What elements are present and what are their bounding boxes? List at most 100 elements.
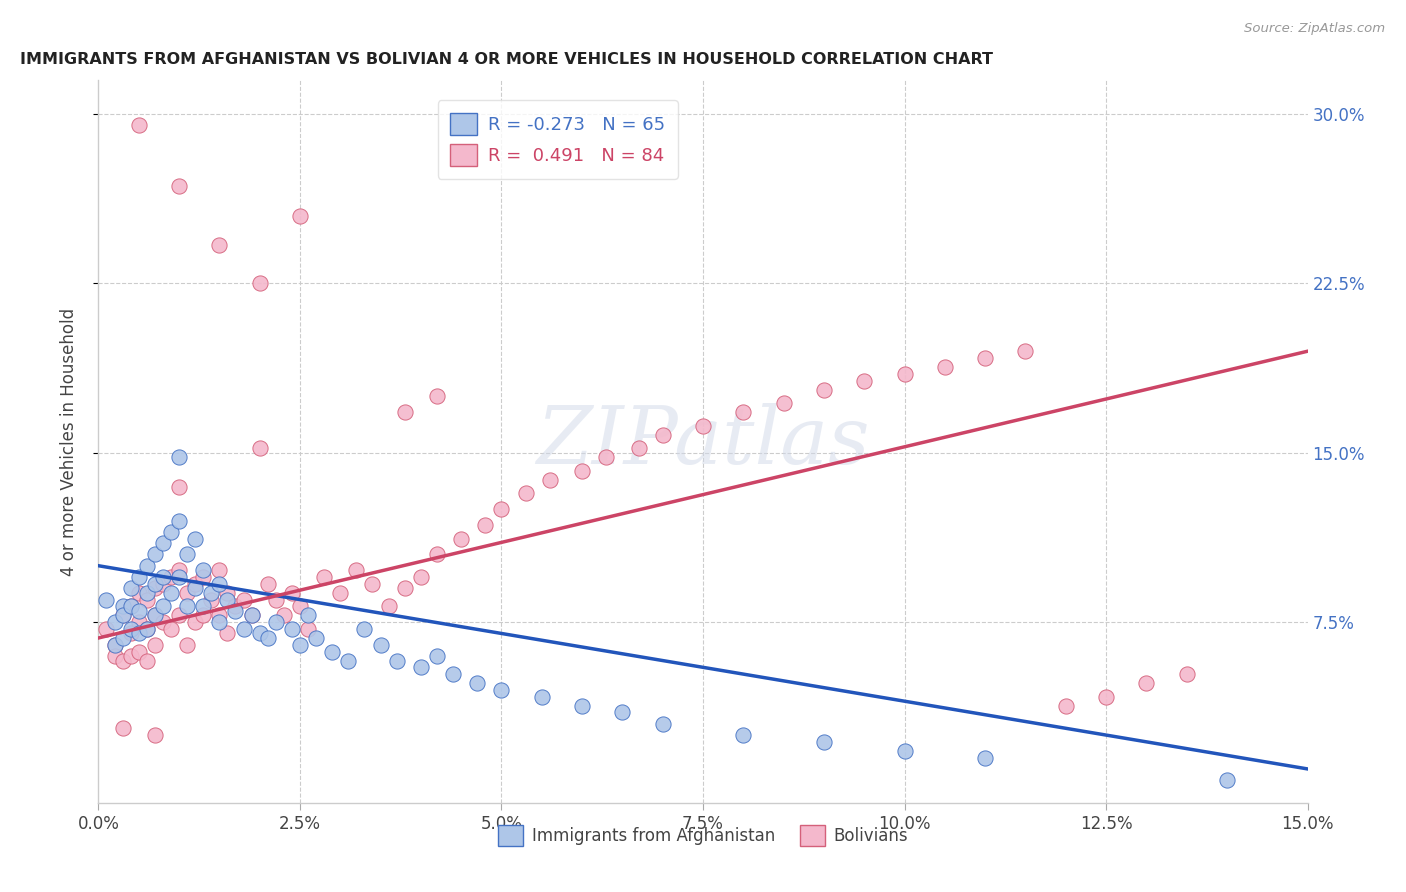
Point xyxy=(281,586,304,600)
Text: ZIPatlas: ZIPatlas xyxy=(536,403,870,480)
Point xyxy=(426,648,449,663)
Point xyxy=(184,576,207,591)
Point xyxy=(240,608,263,623)
Point xyxy=(692,418,714,433)
Point xyxy=(167,480,190,494)
Point xyxy=(184,532,207,546)
Point xyxy=(1216,773,1239,788)
Text: IMMIGRANTS FROM AFGHANISTAN VS BOLIVIAN 4 OR MORE VEHICLES IN HOUSEHOLD CORRELAT: IMMIGRANTS FROM AFGHANISTAN VS BOLIVIAN … xyxy=(20,52,993,67)
Point xyxy=(813,735,835,749)
Point xyxy=(249,442,271,456)
Point xyxy=(595,450,617,465)
Point xyxy=(167,514,190,528)
Point xyxy=(167,450,190,465)
Point xyxy=(426,389,449,403)
Point xyxy=(120,582,142,596)
Point xyxy=(1014,344,1036,359)
Point xyxy=(193,570,215,584)
Point xyxy=(135,592,157,607)
Point xyxy=(193,608,215,623)
Point xyxy=(167,608,190,623)
Point xyxy=(1054,698,1077,713)
Point xyxy=(160,586,183,600)
Point xyxy=(176,586,198,600)
Point xyxy=(120,599,142,614)
Point xyxy=(208,615,231,630)
Point xyxy=(208,563,231,577)
Point xyxy=(893,367,915,381)
Point xyxy=(152,599,174,614)
Point xyxy=(409,660,432,674)
Point xyxy=(160,524,183,539)
Point xyxy=(111,599,134,614)
Point xyxy=(651,427,673,442)
Point xyxy=(974,351,997,365)
Point xyxy=(200,592,222,607)
Point xyxy=(288,209,311,223)
Point xyxy=(249,626,271,640)
Point xyxy=(193,563,215,577)
Point xyxy=(474,518,496,533)
Point xyxy=(321,644,343,658)
Point xyxy=(193,599,215,614)
Point xyxy=(530,690,553,704)
Point xyxy=(120,599,142,614)
Point xyxy=(143,582,166,596)
Point xyxy=(167,570,190,584)
Point xyxy=(103,638,125,652)
Point xyxy=(143,728,166,742)
Point xyxy=(441,667,464,681)
Point xyxy=(515,486,537,500)
Point xyxy=(974,750,997,764)
Point xyxy=(143,608,166,623)
Point xyxy=(314,570,336,584)
Point xyxy=(491,502,513,516)
Point xyxy=(1095,690,1118,704)
Point xyxy=(120,626,142,640)
Point xyxy=(450,532,472,546)
Point xyxy=(385,654,408,668)
Point xyxy=(394,582,416,596)
Point xyxy=(651,716,673,731)
Point xyxy=(465,676,488,690)
Point xyxy=(571,464,593,478)
Point xyxy=(772,396,794,410)
Point xyxy=(256,576,278,591)
Point xyxy=(200,586,222,600)
Point xyxy=(103,648,125,663)
Point xyxy=(111,631,134,645)
Point xyxy=(128,586,150,600)
Point xyxy=(297,608,319,623)
Point xyxy=(176,638,198,652)
Point xyxy=(135,622,157,636)
Point xyxy=(361,576,384,591)
Point xyxy=(160,570,183,584)
Legend: Immigrants from Afghanistan, Bolivians: Immigrants from Afghanistan, Bolivians xyxy=(492,819,914,852)
Point xyxy=(297,622,319,636)
Point xyxy=(128,615,150,630)
Point xyxy=(249,277,271,291)
Point xyxy=(120,622,142,636)
Point xyxy=(893,744,915,758)
Point xyxy=(813,383,835,397)
Point xyxy=(571,698,593,713)
Point xyxy=(167,179,190,194)
Point xyxy=(224,599,246,614)
Point xyxy=(152,576,174,591)
Point xyxy=(934,359,956,374)
Point xyxy=(135,558,157,573)
Point xyxy=(208,576,231,591)
Point xyxy=(152,570,174,584)
Point xyxy=(305,631,328,645)
Point xyxy=(128,604,150,618)
Point xyxy=(152,536,174,550)
Point xyxy=(538,473,561,487)
Point xyxy=(120,648,142,663)
Point xyxy=(217,626,239,640)
Text: Source: ZipAtlas.com: Source: ZipAtlas.com xyxy=(1244,22,1385,36)
Point xyxy=(627,442,650,456)
Point xyxy=(208,238,231,252)
Point xyxy=(96,622,118,636)
Point xyxy=(111,654,134,668)
Point xyxy=(353,622,375,636)
